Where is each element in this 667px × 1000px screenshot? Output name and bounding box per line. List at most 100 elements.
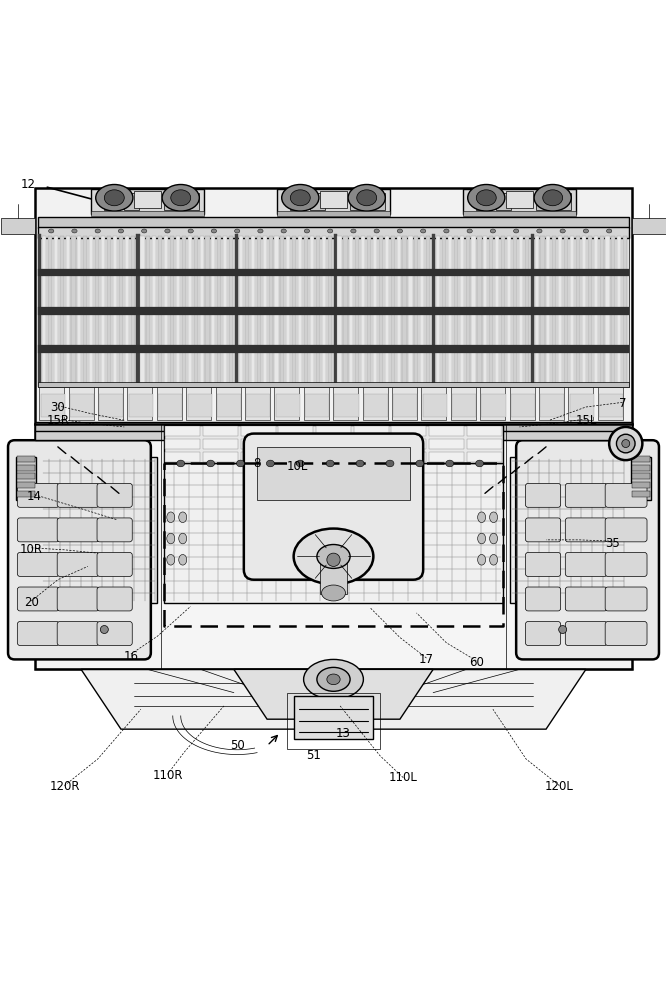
Ellipse shape: [326, 460, 334, 467]
Bar: [205, 236, 209, 386]
Bar: [320, 560, 347, 594]
Bar: [70, 394, 94, 417]
Polygon shape: [234, 669, 433, 719]
Bar: [506, 191, 533, 208]
Ellipse shape: [351, 229, 356, 233]
Bar: [38, 382, 629, 387]
Bar: [137, 234, 140, 387]
Bar: [344, 236, 348, 386]
Ellipse shape: [179, 512, 187, 523]
Bar: [54, 236, 58, 386]
Bar: [158, 236, 162, 386]
Bar: [263, 236, 267, 386]
Bar: [38, 234, 629, 387]
Bar: [564, 236, 568, 386]
FancyBboxPatch shape: [566, 587, 607, 611]
Bar: [287, 693, 380, 749]
Ellipse shape: [490, 533, 498, 544]
Bar: [422, 387, 446, 420]
FancyBboxPatch shape: [526, 622, 561, 645]
Bar: [129, 394, 153, 417]
Ellipse shape: [327, 553, 340, 566]
FancyBboxPatch shape: [17, 483, 59, 507]
Ellipse shape: [167, 512, 175, 523]
Bar: [631, 457, 651, 500]
Ellipse shape: [49, 229, 54, 233]
Bar: [350, 236, 354, 386]
Ellipse shape: [207, 460, 215, 467]
Bar: [17, 473, 35, 479]
Bar: [519, 236, 523, 386]
Bar: [241, 439, 275, 449]
Bar: [598, 387, 623, 420]
Bar: [164, 236, 168, 386]
Bar: [354, 452, 389, 462]
Bar: [71, 236, 75, 386]
Bar: [16, 457, 36, 500]
Text: 60: 60: [469, 656, 484, 669]
Bar: [556, 193, 571, 210]
Bar: [454, 236, 458, 386]
Bar: [316, 452, 351, 462]
Bar: [298, 236, 302, 386]
Bar: [241, 426, 275, 436]
FancyBboxPatch shape: [97, 622, 132, 645]
Bar: [170, 236, 174, 386]
Bar: [392, 439, 426, 449]
Ellipse shape: [141, 229, 147, 233]
Ellipse shape: [293, 529, 374, 584]
FancyBboxPatch shape: [17, 552, 59, 576]
Bar: [612, 236, 616, 386]
Bar: [316, 426, 351, 436]
Bar: [594, 236, 598, 386]
FancyBboxPatch shape: [17, 622, 59, 645]
Bar: [269, 236, 273, 386]
Ellipse shape: [304, 229, 309, 233]
Bar: [600, 236, 604, 386]
FancyBboxPatch shape: [97, 483, 132, 507]
Bar: [385, 236, 389, 386]
Bar: [513, 236, 517, 386]
Bar: [632, 456, 650, 462]
Bar: [158, 394, 182, 417]
Bar: [124, 193, 139, 210]
Bar: [277, 211, 390, 216]
Bar: [451, 387, 476, 420]
Bar: [539, 387, 564, 420]
Bar: [392, 387, 417, 420]
FancyBboxPatch shape: [516, 440, 659, 659]
Bar: [1, 218, 35, 234]
Text: 10R: 10R: [20, 543, 43, 556]
Bar: [534, 236, 539, 386]
Text: 14: 14: [27, 490, 42, 503]
FancyBboxPatch shape: [526, 518, 561, 542]
Bar: [442, 236, 446, 386]
Bar: [141, 236, 145, 386]
Bar: [17, 465, 35, 471]
Ellipse shape: [622, 440, 630, 448]
Bar: [558, 236, 562, 386]
Bar: [316, 439, 351, 449]
Bar: [99, 394, 123, 417]
FancyBboxPatch shape: [526, 552, 561, 576]
FancyBboxPatch shape: [244, 434, 423, 580]
Bar: [495, 236, 499, 386]
Bar: [91, 189, 204, 214]
Bar: [184, 193, 199, 210]
Bar: [35, 422, 632, 432]
Ellipse shape: [171, 190, 191, 206]
FancyBboxPatch shape: [97, 587, 132, 611]
Ellipse shape: [490, 512, 498, 523]
Ellipse shape: [478, 512, 486, 523]
Ellipse shape: [467, 229, 472, 233]
Ellipse shape: [420, 229, 426, 233]
Bar: [164, 463, 503, 603]
Bar: [370, 193, 385, 210]
Ellipse shape: [416, 460, 424, 467]
Bar: [127, 387, 152, 420]
Bar: [146, 236, 151, 386]
Bar: [274, 236, 279, 386]
Bar: [392, 426, 426, 436]
Ellipse shape: [386, 460, 394, 467]
Text: 20: 20: [24, 596, 39, 609]
